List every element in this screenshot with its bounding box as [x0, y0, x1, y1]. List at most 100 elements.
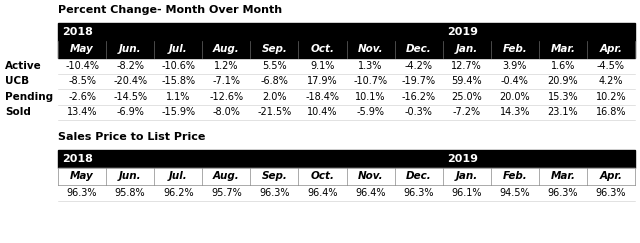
- Text: 25.0%: 25.0%: [451, 92, 482, 102]
- Text: -21.5%: -21.5%: [257, 107, 291, 117]
- Text: 96.4%: 96.4%: [307, 188, 338, 198]
- Text: Oct.: Oct.: [310, 171, 335, 181]
- Text: 13.4%: 13.4%: [67, 107, 97, 117]
- Text: Percent Change- Month Over Month: Percent Change- Month Over Month: [58, 5, 282, 15]
- Text: -0.4%: -0.4%: [501, 76, 529, 86]
- Bar: [58, 41, 635, 58]
- Text: 2019: 2019: [447, 27, 477, 37]
- Text: Nov.: Nov.: [358, 44, 383, 54]
- Text: Sold: Sold: [5, 107, 31, 117]
- Text: 96.1%: 96.1%: [451, 188, 482, 198]
- Text: -12.6%: -12.6%: [209, 92, 243, 102]
- Text: Apr.: Apr.: [600, 44, 623, 54]
- Text: 2018: 2018: [62, 154, 93, 164]
- Text: -8.5%: -8.5%: [68, 76, 96, 86]
- Text: Aug.: Aug.: [213, 44, 239, 54]
- Text: 10.2%: 10.2%: [596, 92, 627, 102]
- Text: Jun.: Jun.: [119, 171, 141, 181]
- Text: 1.6%: 1.6%: [550, 61, 575, 71]
- Text: -4.5%: -4.5%: [597, 61, 625, 71]
- Text: Sep.: Sep.: [261, 44, 287, 54]
- Bar: [58, 23, 635, 41]
- Text: 9.1%: 9.1%: [310, 61, 335, 71]
- Bar: [58, 73, 635, 89]
- Text: -20.4%: -20.4%: [113, 76, 147, 86]
- Text: Oct.: Oct.: [310, 44, 335, 54]
- Text: Jan.: Jan.: [456, 171, 478, 181]
- Text: 15.3%: 15.3%: [548, 92, 578, 102]
- Text: -6.8%: -6.8%: [260, 76, 288, 86]
- Text: 14.3%: 14.3%: [500, 107, 530, 117]
- Text: -16.2%: -16.2%: [401, 92, 436, 102]
- Text: Jan.: Jan.: [456, 44, 478, 54]
- Text: 95.8%: 95.8%: [115, 188, 145, 198]
- Text: 5.5%: 5.5%: [262, 61, 287, 71]
- Text: 1.2%: 1.2%: [214, 61, 239, 71]
- Text: UCB: UCB: [5, 76, 29, 86]
- Text: Pending: Pending: [5, 92, 53, 102]
- Text: 12.7%: 12.7%: [451, 61, 482, 71]
- Text: Sales Price to List Price: Sales Price to List Price: [58, 132, 205, 142]
- Bar: [58, 58, 635, 73]
- Text: 96.3%: 96.3%: [548, 188, 578, 198]
- Text: 96.4%: 96.4%: [355, 188, 386, 198]
- Text: 96.2%: 96.2%: [163, 188, 193, 198]
- Bar: [58, 150, 635, 167]
- Text: 96.3%: 96.3%: [67, 188, 97, 198]
- Text: -5.9%: -5.9%: [356, 107, 385, 117]
- Text: 10.1%: 10.1%: [355, 92, 386, 102]
- Text: Feb.: Feb.: [502, 171, 527, 181]
- Text: Dec.: Dec.: [406, 171, 431, 181]
- Text: -8.2%: -8.2%: [116, 61, 144, 71]
- Text: 17.9%: 17.9%: [307, 76, 338, 86]
- Text: -7.1%: -7.1%: [212, 76, 240, 86]
- Text: -15.8%: -15.8%: [161, 76, 195, 86]
- Text: -18.4%: -18.4%: [305, 92, 339, 102]
- Text: Mar.: Mar.: [550, 171, 575, 181]
- Text: Dec.: Dec.: [406, 44, 431, 54]
- Text: 96.3%: 96.3%: [403, 188, 434, 198]
- Text: Jul.: Jul.: [169, 44, 188, 54]
- Text: Aug.: Aug.: [213, 171, 239, 181]
- Text: 2019: 2019: [447, 154, 477, 164]
- Text: Active: Active: [5, 61, 42, 71]
- Text: Jun.: Jun.: [119, 44, 141, 54]
- Text: -19.7%: -19.7%: [401, 76, 436, 86]
- Text: -7.2%: -7.2%: [452, 107, 481, 117]
- Text: 1.3%: 1.3%: [358, 61, 383, 71]
- Text: 96.3%: 96.3%: [259, 188, 290, 198]
- Text: -10.4%: -10.4%: [65, 61, 99, 71]
- Text: -0.3%: -0.3%: [404, 107, 433, 117]
- Text: 94.5%: 94.5%: [499, 188, 530, 198]
- Text: Mar.: Mar.: [550, 44, 575, 54]
- Bar: [58, 104, 635, 120]
- Text: -10.6%: -10.6%: [161, 61, 195, 71]
- Text: 23.1%: 23.1%: [548, 107, 578, 117]
- Text: -10.7%: -10.7%: [353, 76, 388, 86]
- Text: -4.2%: -4.2%: [404, 61, 433, 71]
- Text: 20.9%: 20.9%: [548, 76, 578, 86]
- Text: 20.0%: 20.0%: [499, 92, 530, 102]
- Text: Jul.: Jul.: [169, 171, 188, 181]
- Text: 2018: 2018: [62, 27, 93, 37]
- Text: 10.4%: 10.4%: [307, 107, 338, 117]
- Text: 1.1%: 1.1%: [166, 92, 190, 102]
- Text: 2.0%: 2.0%: [262, 92, 287, 102]
- Text: -2.6%: -2.6%: [68, 92, 96, 102]
- Text: Apr.: Apr.: [600, 171, 623, 181]
- Text: Nov.: Nov.: [358, 171, 383, 181]
- Text: 16.8%: 16.8%: [596, 107, 626, 117]
- Text: -14.5%: -14.5%: [113, 92, 147, 102]
- Bar: [58, 167, 635, 185]
- Text: 3.9%: 3.9%: [502, 61, 527, 71]
- Text: 4.2%: 4.2%: [598, 76, 623, 86]
- Text: May: May: [70, 171, 94, 181]
- Text: 96.3%: 96.3%: [596, 188, 626, 198]
- Text: 59.4%: 59.4%: [451, 76, 482, 86]
- Bar: [58, 185, 635, 200]
- Text: Feb.: Feb.: [502, 44, 527, 54]
- Bar: [58, 89, 635, 104]
- Text: -6.9%: -6.9%: [116, 107, 144, 117]
- Text: Sep.: Sep.: [261, 171, 287, 181]
- Text: -15.9%: -15.9%: [161, 107, 195, 117]
